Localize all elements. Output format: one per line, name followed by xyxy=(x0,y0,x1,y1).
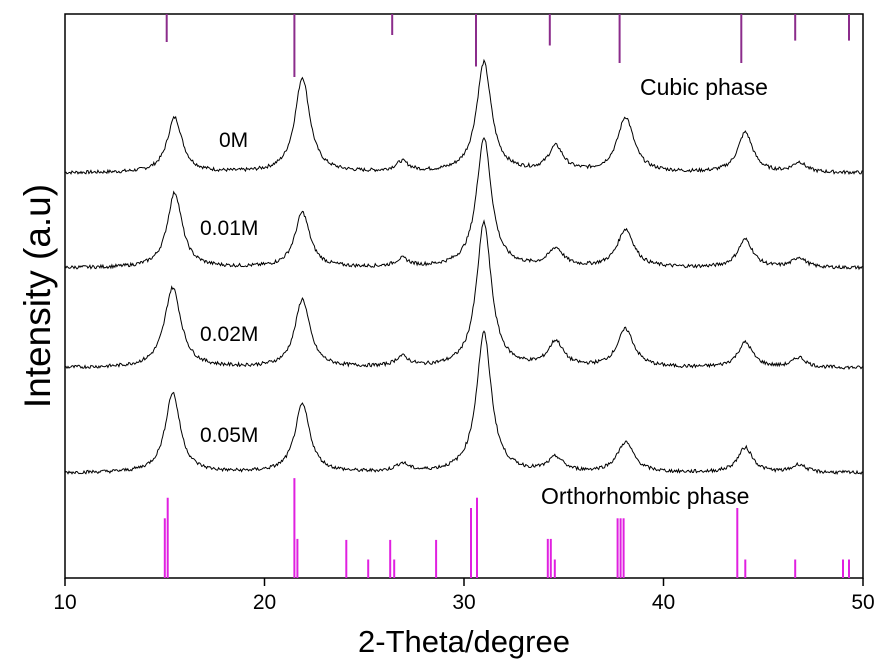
series-label-0-05m: 0.05M xyxy=(200,424,258,447)
series-label-0-01m: 0.01M xyxy=(200,217,258,240)
x-tick-label-50: 50 xyxy=(851,591,874,614)
trace-0-02m xyxy=(64,219,864,371)
trace-0m xyxy=(64,58,864,176)
labels-layer: 0M 0.01M 0.02M 0.05M Cubic phase Orthorh… xyxy=(17,74,768,659)
reference-lines-layer xyxy=(163,14,850,578)
y-axis-title: Intensity (a.u) xyxy=(17,184,58,408)
trace-0-05m xyxy=(64,330,864,476)
pattern-traces-layer xyxy=(64,58,864,476)
x-axis-title: 2-Theta/degree xyxy=(358,624,570,659)
x-ticks-layer: 10 20 30 40 50 xyxy=(53,578,875,614)
cubic-phase-label: Cubic phase xyxy=(640,74,768,100)
x-tick-label-30: 30 xyxy=(452,591,475,614)
orthorhombic-phase-label: Orthorhombic phase xyxy=(541,483,749,509)
trace-0-01m xyxy=(64,137,864,271)
series-label-0-02m: 0.02M xyxy=(200,323,258,346)
x-tick-label-20: 20 xyxy=(253,591,276,614)
series-label-0m: 0M xyxy=(219,129,248,152)
x-tick-label-10: 10 xyxy=(53,591,76,614)
x-tick-label-40: 40 xyxy=(652,591,675,614)
